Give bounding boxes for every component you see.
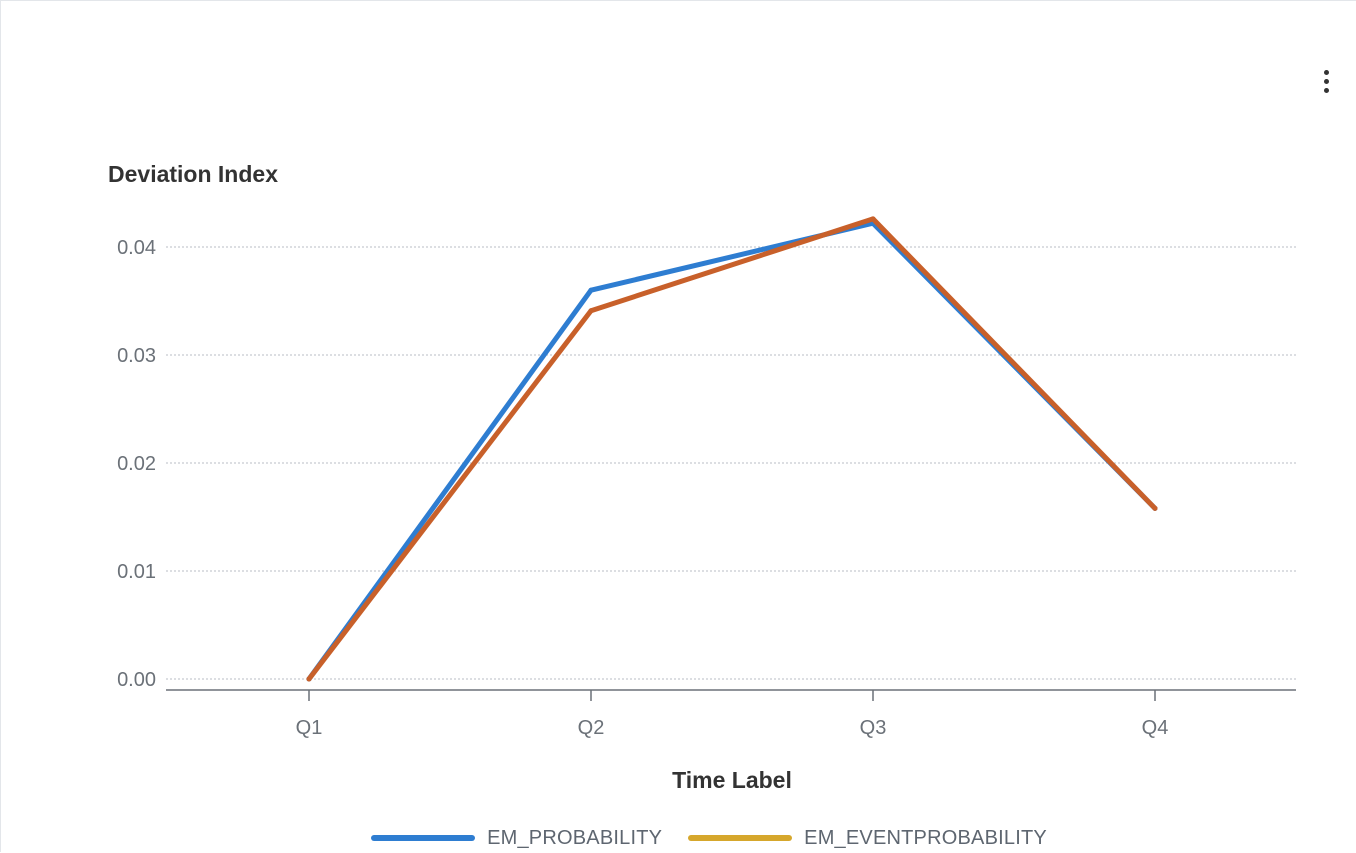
legend-swatch xyxy=(371,835,476,841)
y-tick-label: 0.03 xyxy=(117,345,156,367)
line-chart: Deviation Index 0.000.010.020.030.04 Q1 Q… xyxy=(108,161,1296,793)
chart-legend: EM_PROBABILITY EM_EVENTPROBABILITY xyxy=(1,823,1356,853)
y-tick-label: 0.00 xyxy=(117,669,156,691)
data-point[interactable] xyxy=(870,216,876,222)
series-line-em-probability[interactable] xyxy=(306,220,1158,682)
y-tick-label: 0.04 xyxy=(117,237,156,259)
x-axis-ticks: Q1 Q2 Q3 Q4 xyxy=(296,690,1169,739)
data-point[interactable] xyxy=(1152,505,1158,511)
kebab-dot xyxy=(1323,69,1329,75)
kebab-dot xyxy=(1323,78,1329,84)
legend-label: EM_EVENTPROBABILITY xyxy=(804,826,1047,849)
kebab-dot xyxy=(1323,87,1329,93)
y-tick-label: 0.01 xyxy=(117,561,156,583)
y-axis-ticks: 0.00 0.01 0.02 0.03 0.04 xyxy=(117,237,156,691)
series-lines xyxy=(306,216,1158,682)
more-options-icon[interactable] xyxy=(1313,63,1339,99)
data-point[interactable] xyxy=(306,676,312,682)
x-tick-label: Q3 xyxy=(860,717,887,739)
x-axis-title: Time Label xyxy=(672,767,792,793)
legend-item[interactable]: EM_EVENTPROBABILITY xyxy=(688,827,1047,850)
legend-item[interactable]: EM_PROBABILITY xyxy=(371,827,662,850)
gridlines xyxy=(166,246,1296,680)
y-axis-title: Deviation Index xyxy=(108,161,278,187)
x-tick-label: Q4 xyxy=(1142,717,1169,739)
legend-swatch xyxy=(688,835,793,841)
legend-label: EM_PROBABILITY xyxy=(487,826,663,849)
series-line-em-eventprobability[interactable] xyxy=(306,216,1158,682)
data-point[interactable] xyxy=(588,308,594,314)
x-tick-label: Q2 xyxy=(578,717,605,739)
y-tick-label: 0.02 xyxy=(117,453,156,475)
x-tick-label: Q1 xyxy=(296,717,323,739)
data-point[interactable] xyxy=(588,287,594,293)
